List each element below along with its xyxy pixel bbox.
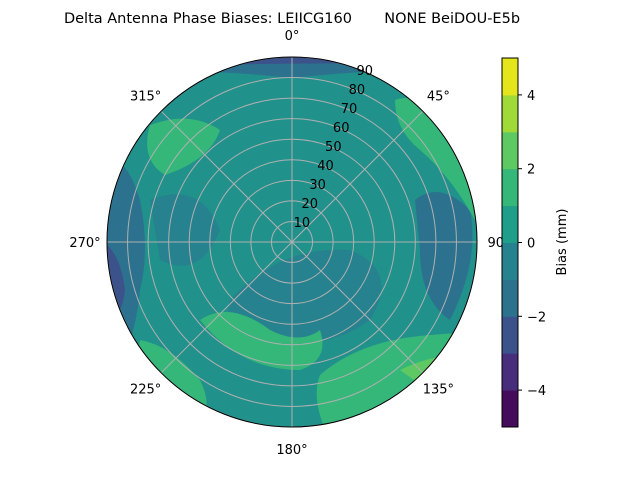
colorbar-band — [502, 390, 518, 428]
angle-tick-label: 180° — [276, 443, 307, 458]
radial-tick-label: 50 — [325, 140, 342, 155]
colorbar-band — [502, 94, 518, 133]
colorbar-tick-label: 4 — [527, 89, 535, 104]
polar-grid — [106, 56, 478, 428]
angle-tick-label: 270° — [69, 236, 100, 251]
contour-band — [150, 194, 220, 266]
colorbar-band — [502, 353, 518, 391]
angular-gridline — [291, 241, 424, 374]
colorbar-band — [502, 279, 518, 317]
angle-tick-label: 315° — [130, 90, 161, 105]
angular-gridline — [291, 110, 424, 243]
colorbar-tick-label: −4 — [527, 384, 546, 399]
colorbar-band — [502, 205, 518, 243]
colorbar-label: Bias (mm) — [555, 209, 570, 276]
angular-gridline — [160, 241, 293, 374]
angle-tick-label: 45° — [427, 90, 450, 105]
radial-tick-label: 40 — [317, 159, 334, 174]
chart-title: Delta Antenna Phase Biases: LEIICG160 NO… — [64, 11, 520, 27]
colorbar-band — [502, 168, 518, 207]
colorbar: −4 −2 0 2 4 — [501, 57, 546, 428]
radial-tick-label: 70 — [341, 102, 358, 117]
radial-tick-label: 20 — [301, 197, 318, 212]
colorbar-tick-label: 2 — [527, 163, 535, 178]
colorbar-tick-label: 0 — [527, 237, 535, 252]
colorbar-band — [502, 58, 518, 96]
colorbar-band — [502, 316, 518, 354]
colorbar-band — [502, 242, 518, 280]
angle-tick-label: 225° — [130, 382, 161, 397]
contour-band — [395, 98, 477, 230]
contour-band — [107, 57, 477, 78]
angle-tick-label: 0° — [285, 29, 300, 44]
polar-frame — [106, 56, 478, 428]
contour-band — [228, 249, 382, 343]
radial-tick-label: 80 — [349, 83, 366, 98]
radial-tick-label: 10 — [294, 216, 311, 231]
contour-band — [415, 192, 473, 320]
radial-tick-label: 60 — [333, 121, 350, 136]
angle-tick-label: 135° — [423, 382, 454, 397]
radial-tick-label: 30 — [309, 178, 326, 193]
colorbar-band — [502, 131, 518, 170]
colorbar-tick-label: −2 — [527, 310, 546, 325]
radial-tick-label: 90 — [357, 64, 374, 79]
angular-gridline — [160, 110, 293, 243]
